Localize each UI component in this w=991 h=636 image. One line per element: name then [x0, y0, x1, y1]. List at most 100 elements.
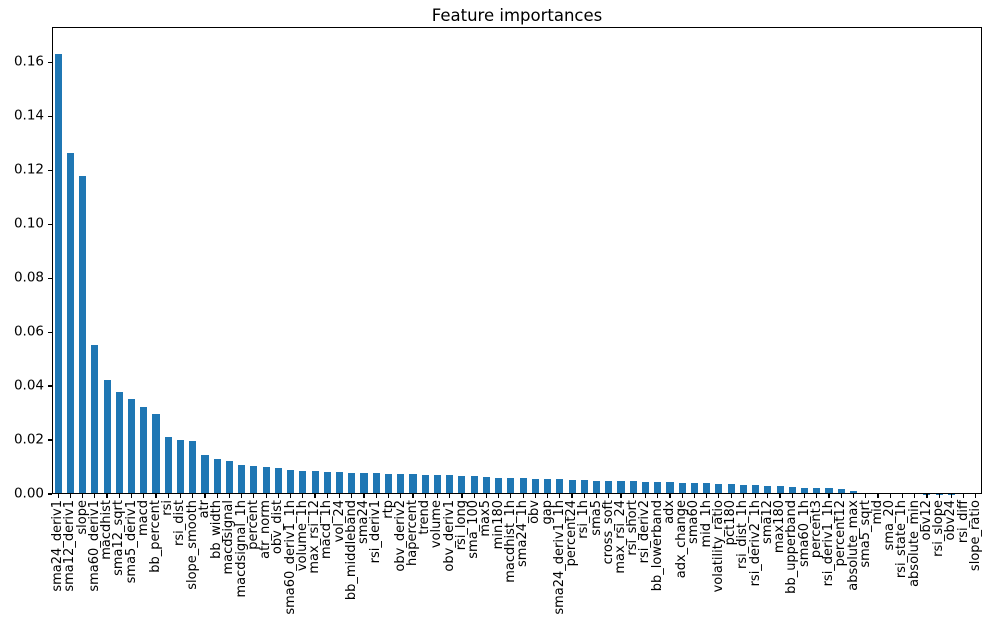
- y-tick: [47, 277, 52, 279]
- x-tick: [351, 494, 353, 498]
- bar-atr: [201, 454, 209, 494]
- bar-sma5: [592, 480, 601, 494]
- x-tick: [791, 494, 793, 498]
- bar-rsi_1h: [580, 480, 588, 494]
- bar-obv_dist: [274, 468, 282, 494]
- bar-sma12_sqrt: [115, 392, 123, 494]
- x-tick: [779, 494, 781, 498]
- x-tick: [302, 494, 304, 498]
- x-tick-label-slope_ratio: slope_ratio: [967, 500, 983, 572]
- x-tick: [449, 494, 451, 498]
- bar-min180: [495, 477, 503, 494]
- bar-obv_deriv2: [397, 474, 405, 494]
- x-tick: [387, 494, 390, 498]
- x-tick: [840, 494, 842, 498]
- x-tick: [963, 494, 965, 498]
- bar-rsi_long: [458, 475, 466, 494]
- bar-macd_1h: [323, 471, 331, 494]
- x-tick: [106, 494, 108, 498]
- x-tick: [192, 494, 194, 498]
- x-tick: [644, 494, 647, 498]
- x-tick: [400, 494, 402, 498]
- x-tick: [767, 494, 769, 498]
- bar-hapercent: [409, 474, 417, 494]
- x-tick: [155, 494, 157, 498]
- y-tick: [47, 493, 52, 495]
- x-tick: [718, 494, 720, 498]
- bar-vol_24: [336, 472, 344, 494]
- bar-percent12: [837, 488, 845, 494]
- y-tick: [47, 169, 52, 171]
- bar-sma60_deriv1_1h: [287, 470, 295, 494]
- bar-max180: [776, 486, 784, 494]
- bar-macdsignal: [225, 461, 233, 494]
- bar-volume_1h: [299, 470, 307, 494]
- y-tick-label: 0.00: [13, 485, 44, 502]
- bar-max_rsi_24: [617, 481, 625, 494]
- x-tick: [228, 494, 231, 498]
- x-tick: [167, 494, 169, 498]
- x-tick: [608, 494, 610, 498]
- x-tick: [632, 494, 634, 498]
- bar-percent3: [813, 487, 821, 494]
- bar-sma60_1h: [801, 487, 809, 494]
- bar-bb_width: [213, 458, 221, 494]
- x-tick: [559, 494, 561, 498]
- x-tick: [914, 494, 916, 498]
- y-tick: [47, 385, 52, 387]
- x-tick: [583, 494, 585, 498]
- x-tick: [473, 494, 475, 498]
- x-tick: [926, 494, 928, 498]
- x-tick: [314, 494, 316, 498]
- bar-absolute_max: [849, 490, 858, 494]
- x-tick: [436, 494, 439, 498]
- x-tick: [620, 494, 622, 498]
- bar-rsi_deriv2: [641, 481, 650, 494]
- bar-percent: [250, 465, 258, 494]
- x-tick: [889, 494, 891, 498]
- bar-mid_1h: [703, 483, 711, 494]
- bar-sma24_deriv1_1h: [556, 479, 564, 494]
- bar-rsi_short: [629, 481, 637, 494]
- bar-macdhist_1h: [507, 478, 515, 494]
- x-tick: [803, 494, 806, 498]
- bar-percent24: [568, 479, 576, 494]
- x-tick: [877, 494, 879, 498]
- x-tick: [94, 494, 96, 498]
- bar-sma12_deriv1: [66, 153, 74, 494]
- x-tick: [534, 494, 536, 498]
- bar-sma_100: [470, 476, 478, 494]
- x-tick: [657, 494, 659, 498]
- x-tick: [498, 494, 500, 498]
- bar-cross_soft: [605, 480, 613, 494]
- bar-bb_upperband: [788, 486, 796, 494]
- bar-macdhist: [103, 379, 111, 494]
- x-tick: [375, 494, 377, 498]
- y-tick-label: 0.06: [13, 323, 44, 340]
- x-tick: [253, 494, 255, 498]
- x-tick: [326, 494, 328, 498]
- bar-rsi_deriv1: [372, 473, 380, 494]
- x-tick: [681, 494, 683, 498]
- x-tick: [816, 494, 818, 498]
- chart-title: Feature importances: [431, 6, 603, 25]
- bar-adx: [666, 482, 674, 494]
- x-tick: [950, 494, 952, 498]
- bar-rsi: [164, 436, 172, 494]
- x-tick: [130, 494, 133, 498]
- bar-sma24_deriv1: [54, 54, 62, 494]
- y-tick: [47, 439, 52, 441]
- x-tick: [118, 494, 120, 498]
- bar-rsi_deriv1_1h: [825, 488, 833, 494]
- bar-macdsignal_1h: [238, 465, 246, 494]
- y-tick-label: 0.04: [13, 377, 44, 394]
- x-tick: [706, 494, 708, 498]
- y-tick: [47, 331, 52, 333]
- bar-macd: [140, 407, 148, 494]
- y-tick-label: 0.14: [13, 107, 44, 124]
- x-tick: [730, 494, 732, 498]
- bar-sma60_deriv1: [91, 345, 99, 494]
- bar-trend: [421, 474, 429, 494]
- x-tick: [179, 494, 182, 498]
